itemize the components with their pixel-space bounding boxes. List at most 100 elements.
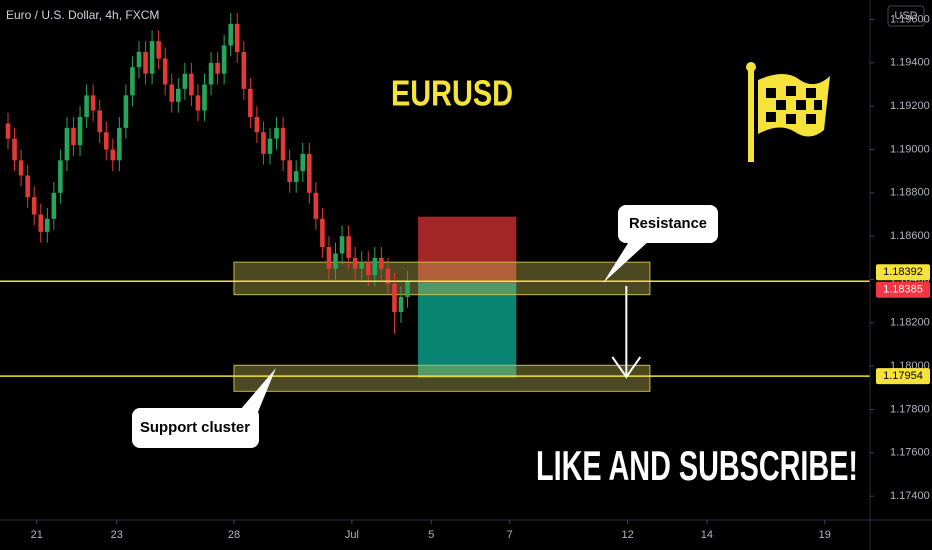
candle-body: [18, 160, 24, 176]
resistance-callout: Resistance: [603, 205, 718, 283]
candle-body: [372, 257, 378, 276]
candle-body: [398, 296, 404, 312]
price-tag-label: 1.17954: [883, 370, 923, 382]
candle-body: [234, 23, 240, 52]
candle-body: [110, 149, 116, 161]
candle-body: [228, 23, 233, 46]
candle-body: [156, 41, 161, 59]
callout-pointer: [240, 368, 276, 412]
candle-body: [392, 283, 397, 312]
candle-body: [90, 95, 96, 111]
candle-body: [300, 153, 306, 172]
y-tick-label: 1.17800: [890, 403, 930, 415]
arrow-head: [611, 356, 642, 379]
candle-body: [5, 123, 11, 139]
y-tick-label: 1.19000: [890, 143, 930, 155]
candle-body: [195, 95, 201, 111]
price-tag-label: 1.18392: [883, 266, 923, 278]
candle-body: [45, 218, 50, 232]
candle-body: [287, 160, 292, 182]
candle-body: [182, 73, 188, 89]
candle-body: [103, 132, 109, 150]
candle-body: [136, 52, 142, 68]
y-tick-label: 1.17400: [890, 490, 930, 502]
flag-icon: [746, 62, 830, 162]
candle-body: [51, 192, 57, 219]
symbol-label: Euro / U.S. Dollar, 4h, FXCM: [6, 8, 159, 22]
currency-label[interactable]: USD: [894, 10, 917, 22]
candle-body: [352, 257, 358, 269]
sr-zone: [233, 364, 651, 392]
y-tick-label: 1.18200: [890, 317, 930, 329]
sr-zone: [233, 261, 651, 296]
candle-body: [149, 41, 155, 74]
candle-body: [31, 197, 37, 215]
x-tick-label: 12: [622, 529, 634, 541]
candle-body: [189, 73, 194, 96]
callout-text: Support cluster: [140, 419, 250, 436]
candle-body: [365, 262, 371, 276]
candle-body: [254, 117, 260, 133]
candle-body: [293, 171, 299, 182]
price-tag: [876, 368, 930, 385]
candle-body: [162, 58, 168, 85]
candle-body: [307, 153, 312, 193]
x-tick-label: 21: [31, 529, 43, 541]
price-tag: [876, 281, 930, 298]
candle-body: [38, 214, 44, 232]
x-tick-label: 28: [228, 529, 240, 541]
candle-body: [267, 138, 273, 154]
candle-body: [248, 88, 253, 117]
title-text: EURUSD: [391, 73, 513, 114]
candle-body: [359, 262, 364, 269]
y-tick-label: 1.18800: [890, 187, 930, 199]
candle-body: [221, 45, 227, 74]
candle-body: [274, 127, 279, 139]
candle-body: [143, 52, 148, 74]
price-tag-label: 1.18385: [883, 284, 923, 296]
candle-body: [379, 257, 384, 269]
plot-area: [0, 13, 870, 392]
y-tick-label: 1.19400: [890, 57, 930, 69]
candle-body: [130, 67, 135, 96]
candle-body: [339, 236, 345, 254]
y-tick-label: 1.17600: [890, 447, 930, 459]
candle-body: [405, 281, 410, 297]
stop-zone: [418, 216, 517, 283]
candle-body: [12, 138, 17, 161]
candle-body: [176, 88, 181, 102]
callout-text: Resistance: [629, 215, 707, 232]
callout-box: [618, 205, 718, 243]
candle-body: [346, 236, 351, 258]
candle-body: [25, 175, 30, 198]
x-tick-label: 14: [701, 529, 713, 541]
y-tick-label: 1.18600: [890, 230, 930, 242]
callout-box: [132, 408, 259, 448]
candle-body: [58, 160, 63, 193]
x-tick-label: Jul: [345, 529, 359, 541]
candle-body: [64, 127, 70, 161]
candle-body: [77, 117, 83, 146]
candle-body: [123, 95, 129, 128]
candle-body: [215, 62, 220, 74]
x-tick-label: 7: [507, 529, 513, 541]
candle-body: [261, 132, 266, 154]
y-tick-label: 1.19600: [890, 13, 930, 25]
candle-body: [208, 62, 214, 85]
candle-body: [117, 127, 122, 161]
x-tick-label: 5: [428, 529, 434, 541]
cta-text: LIKE AND SUBSCRIBE!: [536, 442, 858, 489]
currency-box[interactable]: [887, 5, 925, 27]
candle-body: [385, 268, 391, 284]
y-tick-label: 1.19200: [890, 100, 930, 112]
target-zone: [418, 282, 517, 378]
candle-body: [333, 253, 338, 269]
candle-body: [241, 52, 247, 89]
x-tick-label: 19: [819, 529, 831, 541]
candle-body: [202, 84, 207, 111]
x-tick-label: 23: [111, 529, 123, 541]
candle-body: [313, 192, 319, 219]
candle-body: [320, 218, 325, 247]
support-callout: Support cluster: [132, 368, 276, 448]
